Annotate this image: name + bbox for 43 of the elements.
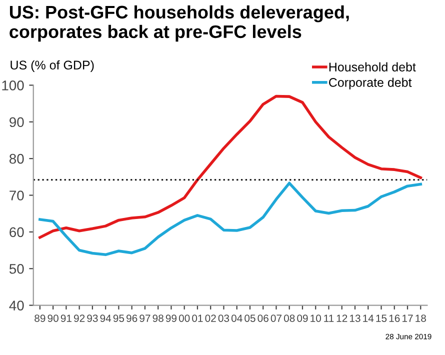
x-tick-label: 91 — [60, 314, 72, 322]
y-tick-label: 90 — [10, 117, 24, 128]
x-tick-label: 96 — [126, 314, 138, 322]
x-tick-label: 93 — [87, 314, 98, 322]
y-axis-title: US (% of GDP) — [10, 60, 94, 72]
x-tick-label: 97 — [140, 314, 150, 322]
x-tick-label: 06 — [258, 314, 268, 322]
line-series — [38, 182, 422, 256]
x-tick-label: 07 — [270, 314, 282, 322]
x-tick-label: 11 — [324, 314, 334, 322]
y-tick-label: 80 — [10, 154, 24, 164]
legend-label: Household debt — [329, 62, 416, 72]
x-tick-label: 98 — [152, 314, 164, 322]
x-tick-label: 01 — [192, 314, 203, 322]
x-tick-label: 95 — [113, 314, 124, 322]
x-tick-label: 15 — [376, 314, 387, 322]
y-tick-label: 70 — [10, 190, 24, 200]
y-tick-label: 50 — [9, 264, 24, 274]
x-tick-label: 18 — [416, 314, 426, 322]
x-tick-label: 02 — [205, 314, 216, 322]
x-tick-label: 09 — [297, 314, 308, 322]
x-tick-label: 90 — [48, 314, 58, 322]
x-tick-label: 16 — [389, 314, 400, 322]
y-tick-label: 100 — [2, 80, 24, 90]
x-tick-label: 05 — [244, 314, 256, 322]
x-tick-label: 92 — [74, 314, 85, 322]
x-tick-label: 89 — [34, 314, 46, 322]
x-tick-label: 12 — [336, 314, 348, 322]
line-series — [38, 94, 422, 239]
x-tick-label: 17 — [402, 314, 413, 322]
legend-label: Corporate debt — [329, 78, 412, 90]
x-tick-label: 03 — [218, 314, 230, 322]
y-tick-label: 40 — [9, 300, 24, 310]
x-tick-label: 14 — [363, 314, 374, 322]
chart-title: US: Post-GFC households deleveraged, corporates back at pre-GFC levels — [10, 5, 349, 42]
x-tick-label: 04 — [231, 314, 242, 322]
x-tick-label: 94 — [100, 314, 112, 322]
y-tick-label: 60 — [10, 227, 24, 238]
x-tick-label: 13 — [350, 314, 360, 322]
x-tick-label: 08 — [284, 314, 295, 322]
x-tick-label: 10 — [310, 314, 322, 322]
x-tick-label: 00 — [178, 314, 190, 322]
x-tick-label: 99 — [166, 314, 177, 322]
